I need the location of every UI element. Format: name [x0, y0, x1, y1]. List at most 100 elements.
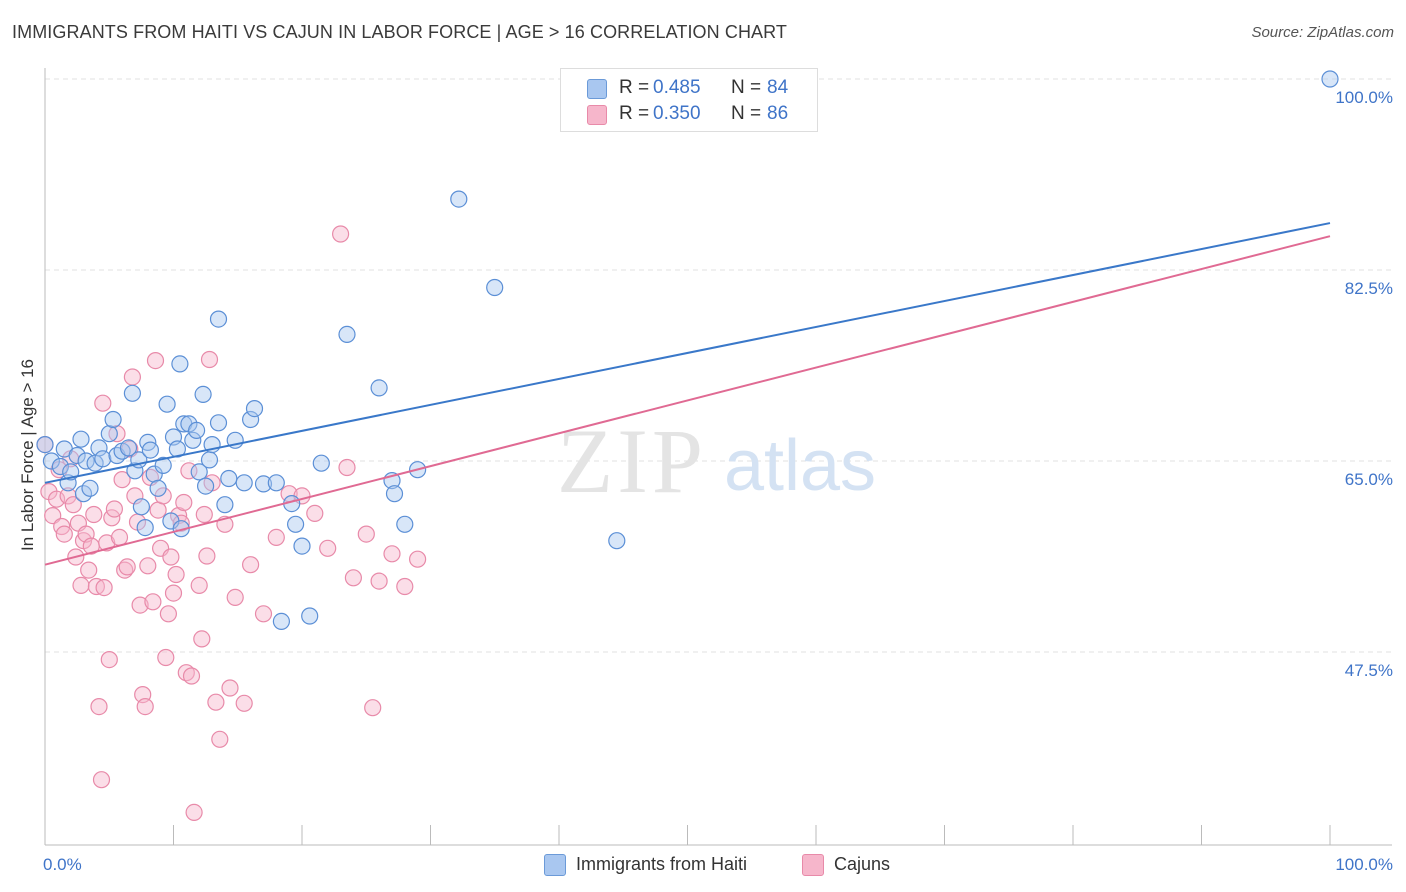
trend-line-cajuns — [44, 235, 1331, 566]
cajuns-point — [207, 693, 225, 711]
cajuns-point — [175, 493, 193, 512]
haiti-point — [396, 515, 414, 533]
source-credit: Source: ZipAtlas.com — [1251, 24, 1394, 41]
legend-r-key: R = — [619, 103, 650, 124]
legend-swatch-haiti — [587, 79, 607, 99]
cajuns-point — [242, 556, 260, 574]
y-tick-label: 100.0% — [1335, 88, 1393, 107]
cajuns-point — [370, 572, 388, 590]
cajuns-point — [226, 588, 244, 607]
y-tick-label: 47.5% — [1345, 661, 1393, 680]
cajuns-point — [118, 558, 136, 576]
cajuns-point — [357, 525, 375, 543]
cajuns-point — [182, 667, 201, 685]
haiti-point — [158, 395, 176, 413]
haiti-point — [190, 463, 208, 481]
haiti-point — [100, 425, 118, 443]
cajuns-point — [344, 569, 362, 587]
haiti-point — [301, 607, 319, 625]
haiti-point — [51, 457, 70, 476]
haiti-point — [104, 410, 122, 429]
cajuns-point — [200, 350, 219, 369]
legend-n-key: N = — [731, 103, 762, 124]
haiti-point — [136, 518, 154, 537]
haiti-point — [287, 515, 305, 533]
haiti-point — [149, 479, 167, 497]
cajuns-point — [116, 561, 134, 579]
haiti-point — [220, 469, 238, 488]
cajuns-point — [306, 504, 324, 523]
cajuns-point — [131, 596, 149, 614]
haiti-point — [209, 310, 228, 328]
cajuns-point — [110, 528, 129, 547]
legend-n-key: N = — [731, 77, 762, 98]
haiti-point — [267, 474, 285, 492]
legend-n-value: 84 — [767, 77, 789, 98]
cajuns-point — [319, 539, 337, 557]
haiti-point — [216, 496, 234, 514]
haiti-point — [123, 384, 141, 402]
cajuns-point — [72, 576, 90, 595]
cajuns-point — [383, 545, 401, 563]
watermark-zip: ZIP — [557, 410, 707, 512]
cajuns-point — [144, 593, 162, 611]
haiti-point — [81, 479, 99, 497]
cajuns-point — [92, 771, 111, 789]
haiti-point — [188, 421, 206, 439]
haiti-point — [209, 414, 228, 432]
haiti-point — [119, 439, 138, 457]
chart-title: IMMIGRANTS FROM HAITI VS CAJUN IN LABOR … — [12, 22, 788, 42]
haiti-point — [36, 436, 54, 454]
haiti-point — [450, 190, 468, 208]
series-haiti-points — [36, 70, 1339, 631]
haiti-point — [1321, 70, 1339, 88]
cajuns-point — [139, 557, 157, 575]
trend-lines — [44, 222, 1331, 566]
legend-r-value: 0.350 — [653, 103, 701, 124]
haiti-point — [42, 452, 61, 470]
cajuns-point — [162, 548, 180, 566]
cajuns-point — [177, 664, 195, 682]
cajuns-point — [193, 630, 211, 648]
cajuns-point — [95, 578, 113, 597]
legend-label-haiti: Immigrants from Haiti — [576, 854, 748, 874]
haiti-point — [90, 439, 108, 457]
cajuns-point — [172, 514, 190, 532]
haiti-point — [245, 400, 264, 418]
cajuns-point — [105, 500, 124, 518]
haiti-point — [486, 278, 504, 297]
cajuns-point — [123, 368, 141, 386]
cajuns-point — [157, 648, 175, 667]
cajuns-point — [167, 565, 185, 584]
cajuns-point — [254, 605, 273, 623]
haiti-point — [72, 430, 90, 448]
legend-swatch-haiti — [544, 854, 566, 876]
haiti-point — [235, 474, 253, 492]
cajuns-point — [159, 605, 177, 623]
series-cajuns-points — [36, 225, 427, 822]
series-legend: Immigrants from Haiti Cajuns — [0, 851, 1406, 879]
cajuns-point — [136, 697, 154, 716]
haiti-point — [385, 485, 404, 503]
legend-swatch-cajuns — [802, 854, 824, 876]
cajuns-point — [396, 577, 414, 596]
y-tick-label: 65.0% — [1345, 470, 1393, 489]
haiti-point — [145, 465, 163, 483]
watermark-atlas: atlas — [724, 426, 876, 506]
cajuns-point — [164, 584, 183, 602]
legend-swatch-cajuns — [587, 105, 607, 125]
cajuns-point — [85, 505, 103, 524]
haiti-point — [171, 355, 189, 373]
haiti-point — [154, 456, 172, 474]
haiti-point — [272, 612, 290, 631]
cajuns-point — [195, 505, 213, 524]
x-tick-label: 0.0% — [43, 855, 82, 874]
cajuns-point — [198, 547, 216, 565]
haiti-point — [312, 454, 330, 472]
haiti-point — [194, 385, 212, 403]
cajuns-point — [94, 394, 112, 412]
legend-r-value: 0.485 — [653, 77, 701, 98]
haiti-point — [132, 498, 150, 516]
cajuns-point — [80, 561, 98, 579]
